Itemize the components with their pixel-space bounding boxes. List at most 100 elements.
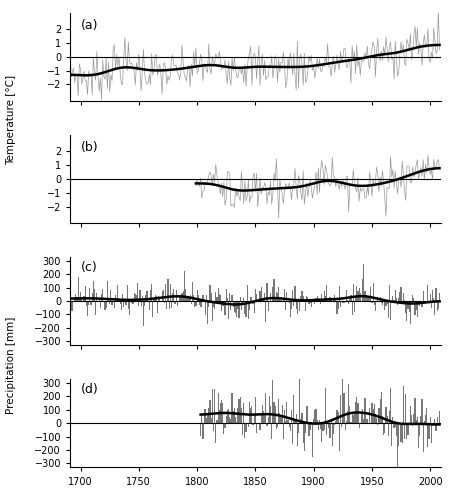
Bar — [213, 388, 215, 423]
Bar — [125, 301, 126, 306]
Bar — [172, 292, 173, 301]
Bar — [198, 301, 200, 304]
Bar — [280, 416, 281, 423]
Bar — [329, 297, 330, 301]
Bar — [279, 412, 280, 423]
Bar — [282, 423, 283, 439]
Bar — [310, 301, 311, 307]
Bar — [367, 296, 368, 301]
Bar — [374, 414, 375, 423]
Bar — [277, 288, 279, 301]
Bar — [260, 288, 261, 301]
Bar — [310, 422, 311, 423]
Bar — [316, 420, 317, 423]
Bar — [238, 400, 239, 423]
Bar — [385, 407, 386, 423]
Bar — [224, 301, 225, 314]
Bar — [436, 418, 437, 423]
Bar — [221, 301, 222, 311]
Bar — [82, 301, 83, 302]
Bar — [261, 405, 262, 423]
Bar — [80, 292, 81, 301]
Bar — [212, 301, 213, 307]
Bar — [397, 298, 398, 301]
Bar — [430, 423, 431, 443]
Bar — [205, 295, 207, 301]
Bar — [212, 423, 213, 430]
Bar — [375, 301, 376, 302]
Bar — [239, 396, 240, 423]
Bar — [319, 301, 321, 304]
Bar — [191, 282, 193, 301]
Bar — [437, 423, 438, 424]
Bar — [265, 393, 266, 423]
Bar — [352, 415, 353, 423]
Bar — [176, 301, 178, 306]
Bar — [302, 423, 303, 443]
Bar — [283, 290, 285, 301]
Bar — [361, 409, 363, 423]
Text: (a): (a) — [81, 18, 98, 32]
Bar — [187, 298, 188, 301]
Bar — [101, 294, 102, 301]
Bar — [201, 414, 202, 423]
Bar — [200, 301, 201, 308]
Bar — [364, 398, 365, 423]
Bar — [344, 423, 345, 430]
Bar — [247, 423, 249, 426]
Bar — [291, 290, 293, 301]
Bar — [164, 301, 165, 302]
Bar — [302, 296, 303, 301]
Bar — [301, 413, 302, 423]
Bar — [415, 420, 416, 423]
Bar — [69, 300, 70, 301]
Bar — [420, 301, 422, 306]
Bar — [411, 423, 412, 426]
Bar — [358, 288, 359, 301]
Bar — [394, 423, 395, 427]
Bar — [217, 393, 218, 423]
Bar — [102, 288, 103, 301]
Bar — [438, 411, 439, 423]
Bar — [333, 423, 335, 424]
Bar — [209, 400, 210, 423]
Bar — [235, 422, 237, 423]
Bar — [237, 408, 238, 423]
Bar — [114, 301, 115, 308]
Bar — [235, 301, 237, 317]
Text: (b): (b) — [81, 141, 99, 154]
Bar — [296, 301, 297, 314]
Bar — [231, 294, 232, 301]
Bar — [275, 423, 276, 428]
Bar — [252, 301, 253, 304]
Bar — [204, 409, 205, 423]
Bar — [351, 301, 352, 315]
Bar — [109, 301, 110, 304]
Bar — [153, 299, 154, 301]
Bar — [358, 423, 359, 428]
Bar — [169, 284, 170, 301]
Text: Temperature [°C]: Temperature [°C] — [6, 75, 16, 165]
Bar — [419, 301, 420, 304]
Bar — [414, 301, 415, 316]
Bar — [417, 423, 418, 448]
Bar — [418, 301, 419, 306]
Bar — [87, 301, 88, 316]
Bar — [243, 298, 244, 301]
Bar — [375, 418, 376, 423]
Bar — [289, 423, 290, 432]
Bar — [359, 293, 360, 301]
Bar — [339, 301, 341, 307]
Bar — [238, 301, 239, 318]
Bar — [237, 301, 238, 309]
Bar — [204, 301, 205, 315]
Bar — [255, 294, 257, 301]
Bar — [431, 423, 432, 426]
Bar — [285, 402, 287, 423]
Bar — [254, 396, 255, 423]
Bar — [245, 423, 246, 432]
Bar — [430, 301, 431, 308]
Bar — [398, 423, 400, 424]
Bar — [396, 301, 397, 306]
Bar — [412, 298, 414, 301]
